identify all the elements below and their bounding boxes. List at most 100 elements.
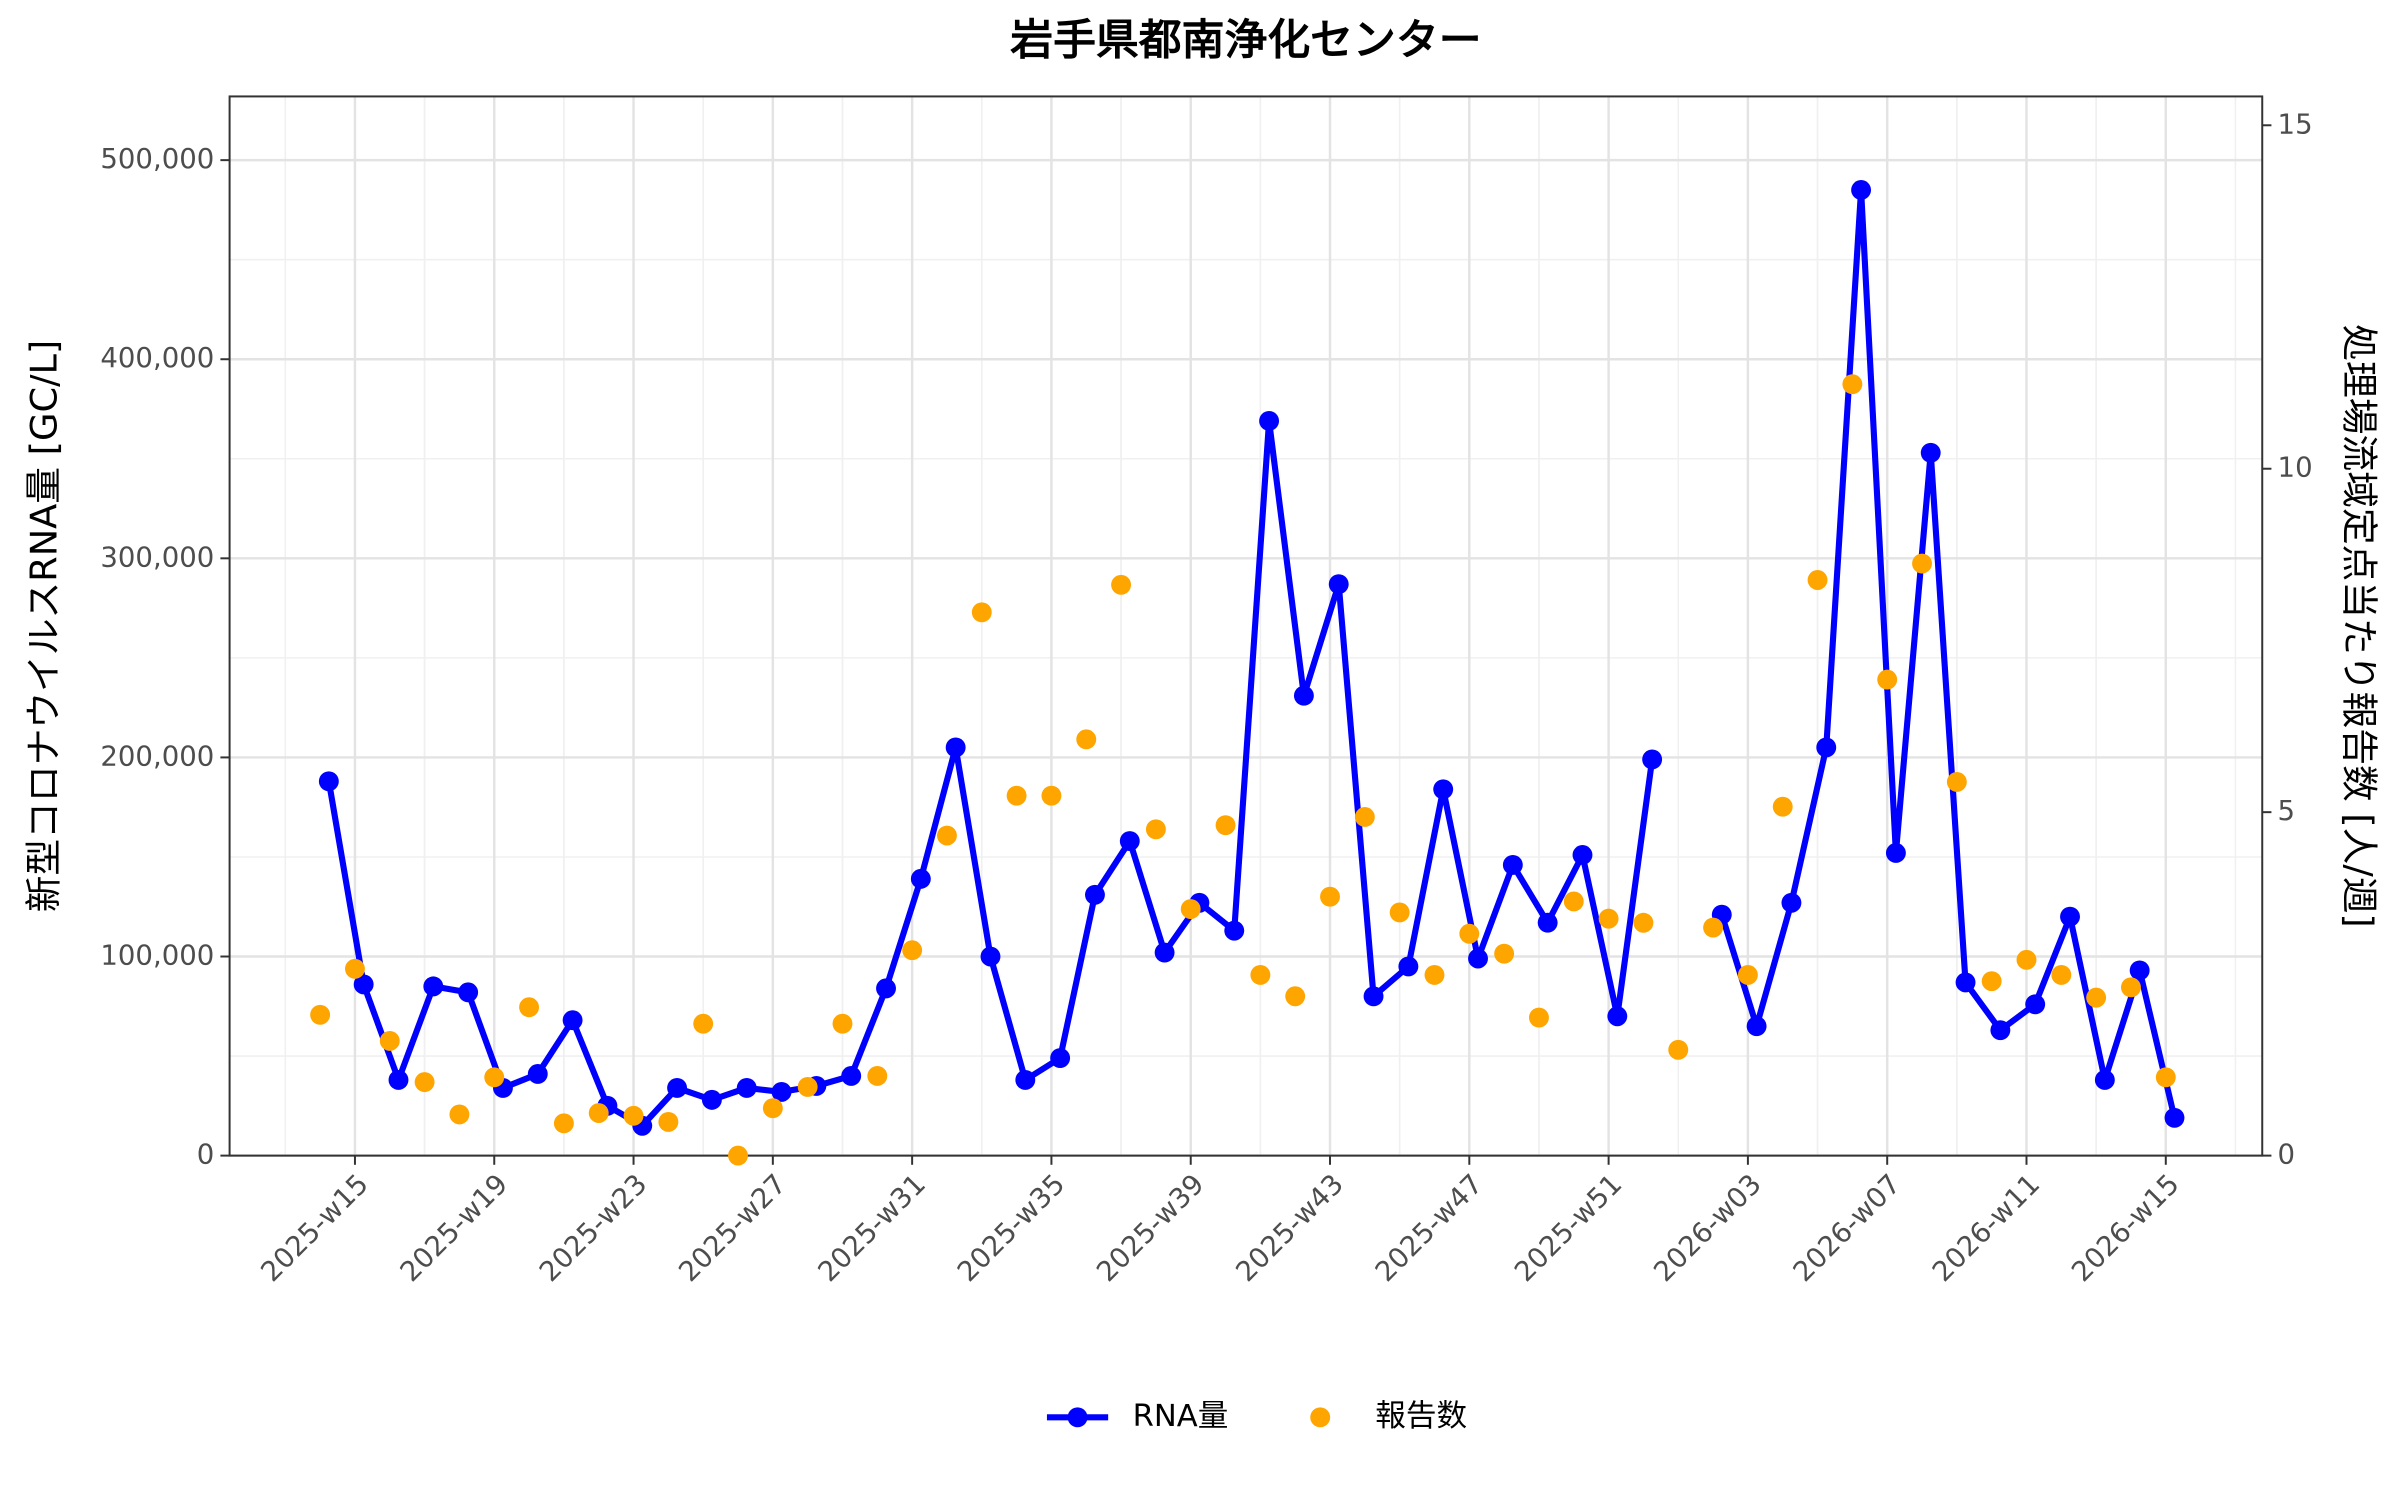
point	[1642, 749, 1663, 770]
point	[2155, 1067, 2176, 1088]
point	[910, 868, 931, 889]
point	[1433, 779, 1454, 800]
point	[762, 1098, 783, 1119]
point	[693, 1013, 714, 1034]
point	[980, 946, 1001, 967]
legend-label: 報告数	[1375, 1399, 1467, 1434]
point	[1041, 785, 1062, 806]
y-tick-label: 500,000	[100, 143, 214, 175]
point	[1955, 972, 1976, 993]
point	[1250, 965, 1271, 985]
point	[449, 1104, 470, 1125]
point	[310, 1004, 331, 1025]
point	[1180, 899, 1201, 919]
point	[1920, 442, 1941, 463]
point	[1746, 1016, 1767, 1037]
y-tick-label: 300,000	[100, 541, 214, 573]
point	[423, 976, 444, 997]
point	[1990, 1020, 2011, 1041]
point	[1293, 685, 1314, 706]
point	[1668, 1039, 1689, 1060]
point	[876, 978, 896, 999]
point	[2086, 987, 2107, 1008]
y2-tick-label: 5	[2278, 795, 2296, 827]
y2-axis-title: 処理場流域定点当たり報告数 [人/週]	[2338, 324, 2381, 927]
point	[2164, 1107, 2185, 1128]
point	[562, 1010, 583, 1031]
point	[1981, 971, 2002, 992]
y-axis-title: 新型コロナウイルスRNA量 [GC/L]	[22, 340, 65, 913]
legend-label: RNA量	[1133, 1399, 1229, 1434]
point	[2060, 906, 2080, 927]
point	[1885, 843, 1906, 863]
legend-marker	[1067, 1407, 1088, 1428]
point	[1111, 574, 1132, 595]
point	[318, 771, 339, 792]
point	[1807, 570, 1828, 590]
point	[1459, 923, 1480, 944]
point	[971, 602, 992, 623]
point	[1772, 796, 1793, 817]
point	[1816, 737, 1837, 758]
point	[2051, 965, 2072, 985]
point	[1946, 771, 1967, 792]
point	[736, 1077, 757, 1098]
point	[1633, 912, 1654, 933]
point	[1085, 884, 1105, 905]
point	[1912, 553, 1932, 574]
point	[353, 974, 374, 995]
legend-marker	[1310, 1407, 1331, 1428]
point	[1285, 986, 1306, 1007]
point	[458, 982, 479, 1003]
point	[1328, 574, 1349, 595]
chart-title: 岩手県都南浄化センター	[1010, 15, 1481, 65]
point	[1320, 886, 1340, 907]
point	[1529, 1007, 1549, 1028]
y-tick-label: 0	[197, 1139, 215, 1171]
point	[1006, 785, 1027, 806]
point	[1145, 819, 1166, 840]
point	[1259, 411, 1280, 431]
point	[1851, 180, 1872, 200]
point	[1494, 943, 1515, 964]
point	[553, 1113, 574, 1134]
point	[1363, 986, 1384, 1007]
point	[519, 997, 540, 1018]
point	[527, 1064, 548, 1084]
plot-border	[228, 95, 2264, 1157]
point	[1154, 942, 1175, 963]
point	[1502, 854, 1523, 875]
point	[701, 1089, 722, 1110]
point	[1703, 917, 1724, 938]
point	[2121, 977, 2141, 998]
point	[658, 1112, 679, 1132]
point	[667, 1077, 688, 1098]
point	[771, 1081, 792, 1102]
point	[1354, 807, 1375, 827]
point	[2025, 994, 2046, 1015]
point	[728, 1145, 748, 1166]
y2-tick-label: 10	[2278, 452, 2313, 484]
y-tick-label: 400,000	[100, 342, 214, 374]
y-tick-label: 200,000	[100, 740, 214, 772]
point	[1389, 902, 1410, 923]
point	[345, 958, 365, 979]
point	[2094, 1070, 2115, 1090]
point	[1572, 845, 1593, 865]
point	[1781, 892, 1802, 913]
point	[379, 1030, 400, 1051]
point	[1224, 920, 1245, 941]
point	[414, 1072, 435, 1093]
y2-tick-label: 15	[2278, 108, 2313, 140]
point	[1468, 948, 1488, 969]
point	[1398, 956, 1419, 977]
point	[1076, 729, 1097, 750]
point	[2129, 960, 2150, 981]
point	[484, 1067, 505, 1088]
point	[797, 1076, 818, 1097]
point	[1598, 908, 1619, 929]
point	[588, 1103, 609, 1123]
point	[1424, 965, 1445, 985]
